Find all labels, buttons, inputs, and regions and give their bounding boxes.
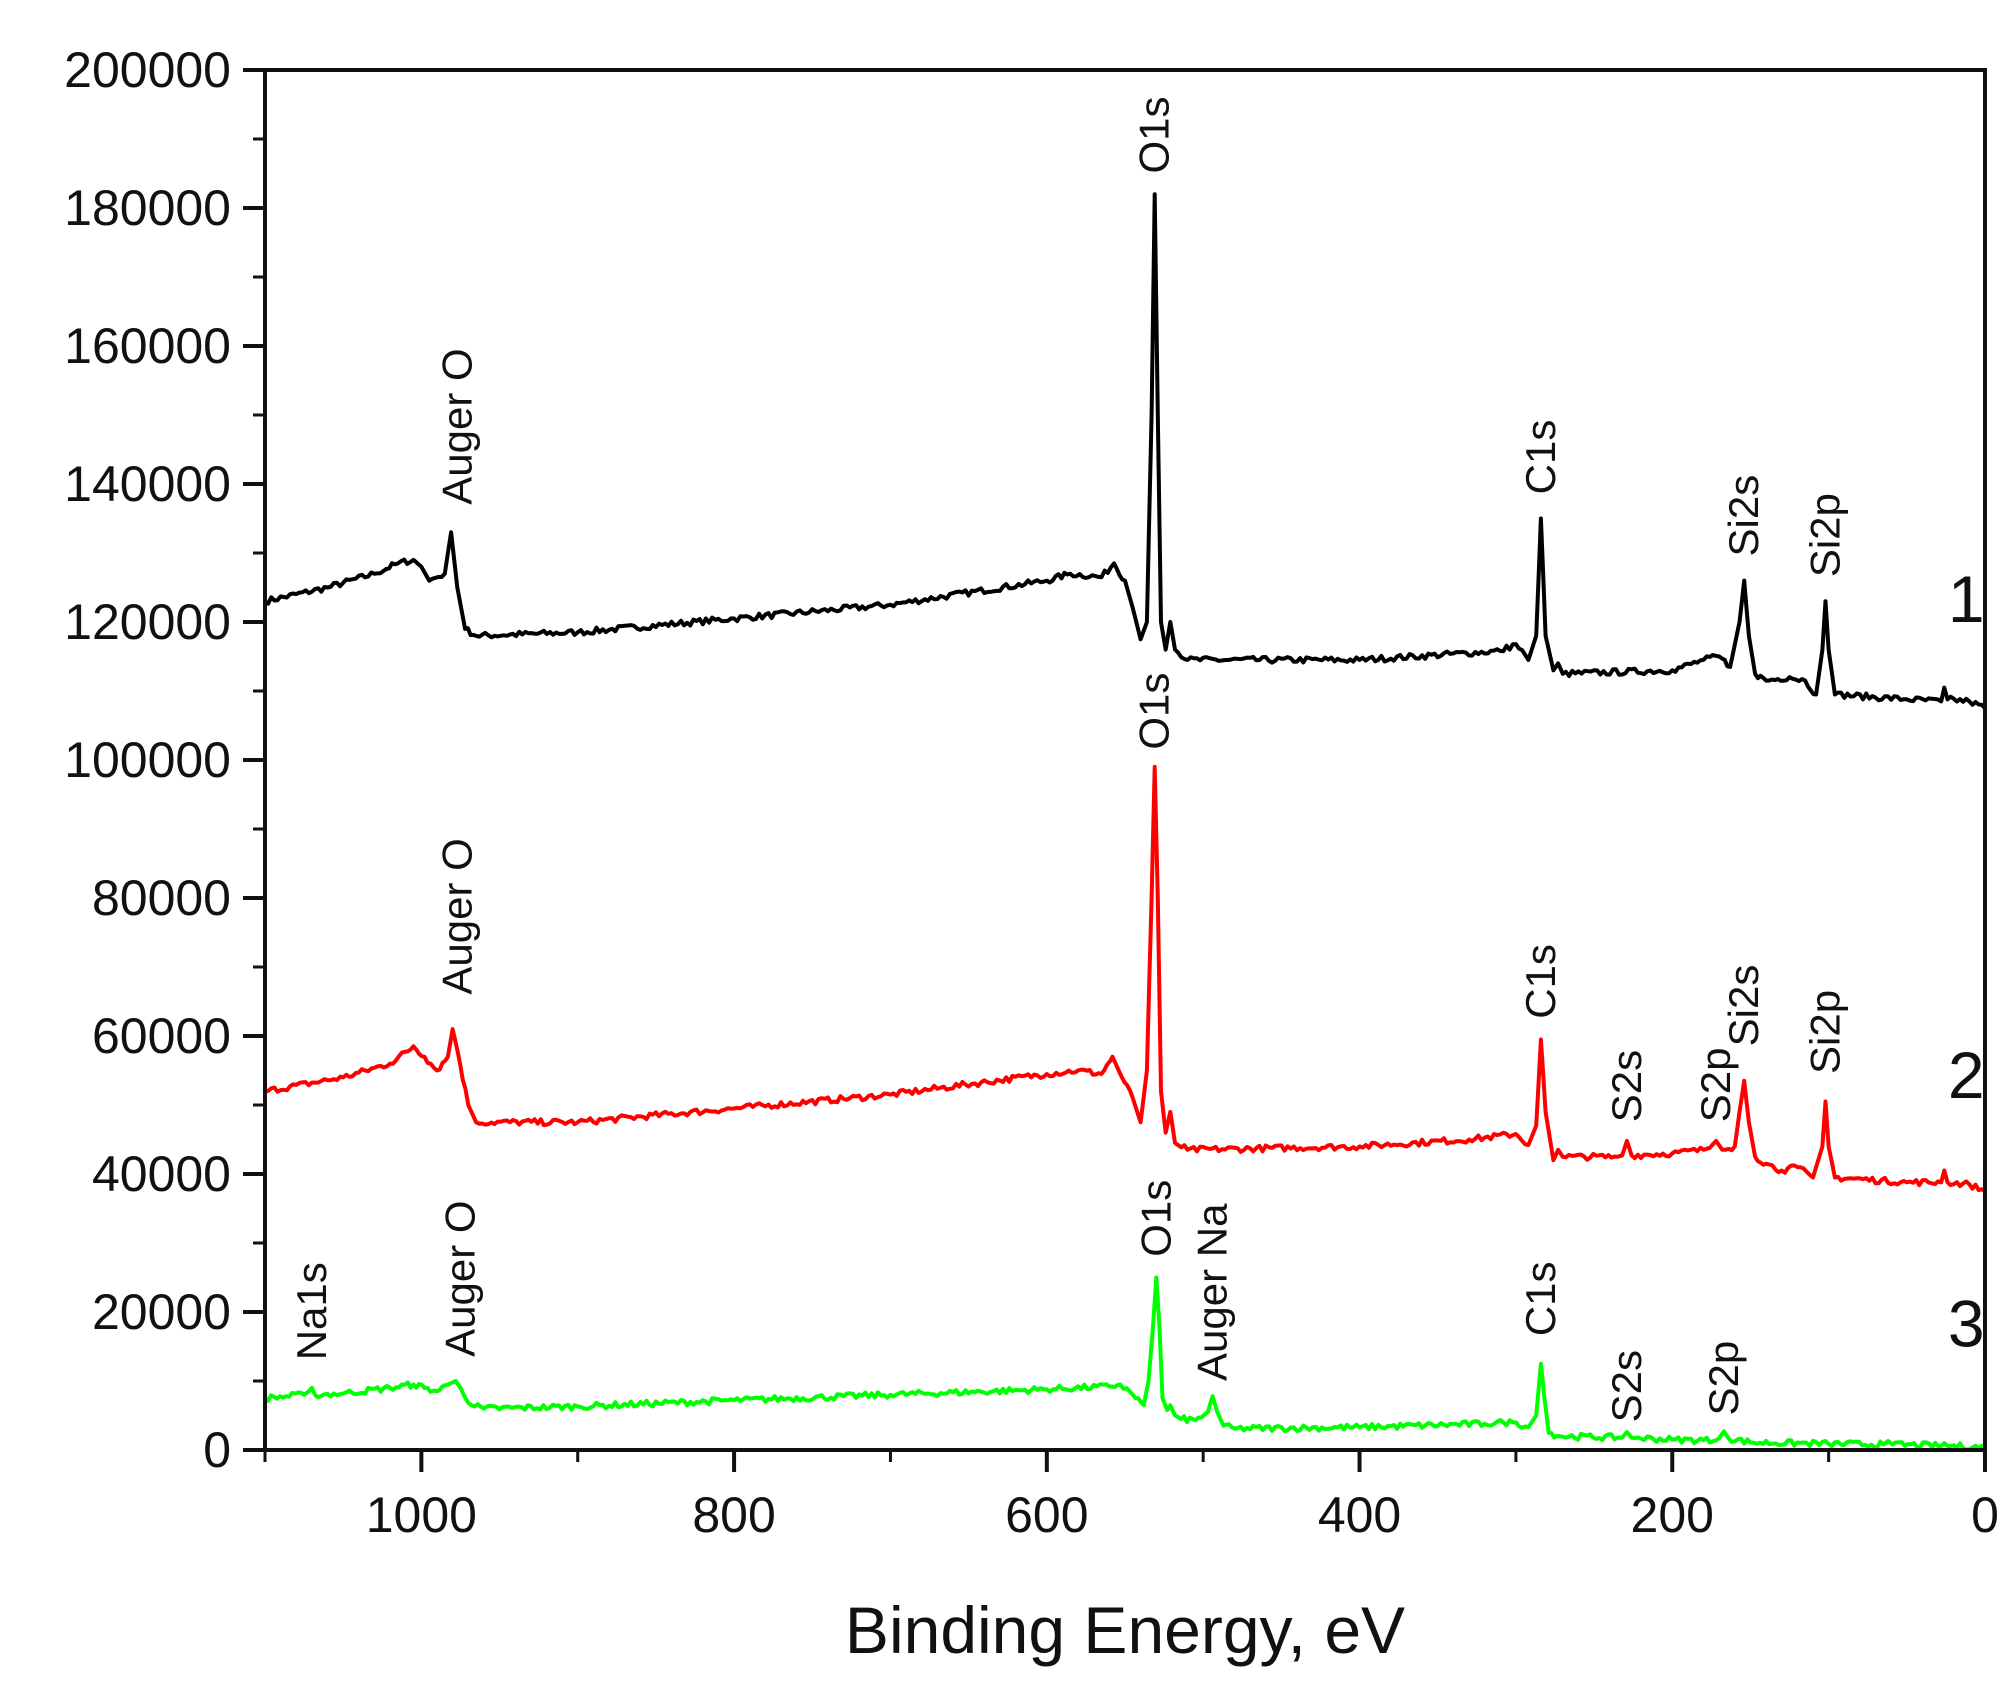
- peak-label: Na1s: [288, 1262, 335, 1360]
- series-number-label: 2: [1948, 1038, 1985, 1112]
- y-tick-label: 100000: [64, 732, 231, 788]
- peak-label: C1s: [1517, 944, 1564, 1019]
- peak-label: Si2p: [1802, 493, 1849, 577]
- series-line-1: [263, 192, 1987, 710]
- y-tick-label: 0: [203, 1422, 231, 1478]
- x-tick-label: 0: [1971, 1487, 1999, 1543]
- series-number-label: 3: [1948, 1287, 1985, 1361]
- peak-label: Auger O: [433, 838, 480, 994]
- x-axis-title: Binding Energy, eV: [845, 1593, 1405, 1667]
- series-layer: [263, 192, 1987, 1452]
- ticks-layer: [243, 68, 1987, 1472]
- peak-label: S2s: [1603, 1350, 1650, 1422]
- plot-frame: [263, 68, 1987, 1452]
- y-tick-label: 20000: [92, 1284, 231, 1340]
- peak-label: O1s: [1131, 96, 1178, 173]
- x-tick-label: 400: [1318, 1487, 1401, 1543]
- peak-label: Si2s: [1720, 965, 1767, 1047]
- peak-label: C1s: [1517, 1261, 1564, 1336]
- series-line-3: [263, 1275, 1986, 1452]
- peak-label: Auger Na: [1189, 1203, 1236, 1381]
- labels-layer: 0 20000 40000 60000 80000 100000 120000 140000 1…: [64, 42, 1999, 1543]
- peak-label: Si2p: [1802, 990, 1849, 1074]
- peak-label: S2s: [1603, 1050, 1650, 1122]
- x-tick-label: 1000: [366, 1487, 477, 1543]
- y-tick-label: 40000: [92, 1146, 231, 1202]
- x-tick-label: 800: [692, 1487, 775, 1543]
- y-tick-label: 140000: [64, 456, 231, 512]
- peak-label: Auger O: [436, 1200, 483, 1356]
- peak-label: C1s: [1517, 420, 1564, 495]
- y-tick-label: 60000: [92, 1008, 231, 1064]
- peak-label: Si2s: [1720, 475, 1767, 557]
- y-tick-label: 200000: [64, 42, 231, 98]
- series-number-label: 1: [1948, 562, 1985, 636]
- peak-label: O1s: [1132, 1180, 1179, 1257]
- y-tick-label: 180000: [64, 180, 231, 236]
- y-tick-label: 80000: [92, 870, 231, 926]
- y-tick-label: 160000: [64, 318, 231, 374]
- x-tick-label: 600: [1005, 1487, 1088, 1543]
- series-line-2: [264, 764, 1987, 1193]
- peak-label: S2p: [1700, 1341, 1747, 1416]
- peak-label: S2p: [1692, 1048, 1739, 1123]
- y-tick-label: 120000: [64, 594, 231, 650]
- x-tick-label: 200: [1631, 1487, 1714, 1543]
- peak-label: O1s: [1131, 673, 1178, 750]
- peak-label: Auger O: [433, 348, 480, 504]
